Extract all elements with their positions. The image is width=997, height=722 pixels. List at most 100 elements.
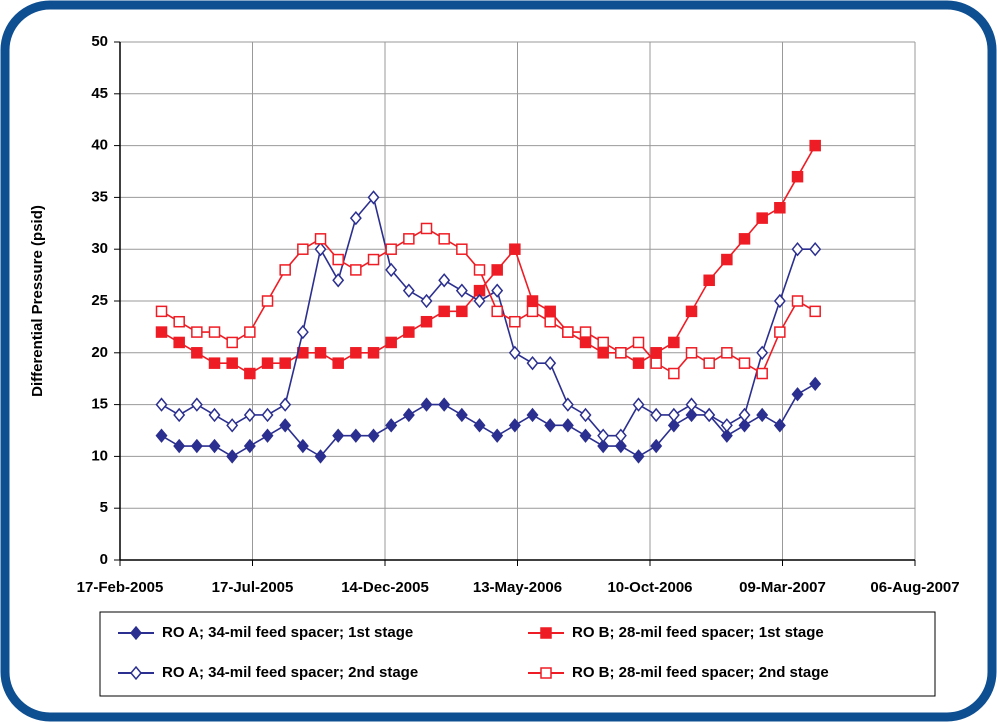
data-point [349, 210, 362, 226]
legend-marker [540, 627, 552, 639]
y-tick-label: 35 [91, 188, 108, 205]
data-point [579, 336, 592, 349]
data-point [349, 428, 362, 443]
y-tick-label: 10 [91, 447, 108, 464]
data-point [190, 438, 203, 454]
data-point [367, 347, 380, 359]
data-point [526, 305, 539, 318]
data-point [314, 347, 327, 359]
data-point [773, 293, 786, 309]
data-point [226, 449, 239, 464]
data-point [562, 326, 574, 338]
data-point [668, 367, 680, 380]
data-point [367, 190, 380, 205]
data-point [509, 315, 521, 328]
data-point [208, 326, 221, 338]
data-point [155, 305, 168, 318]
data-point [667, 407, 680, 423]
data-point [526, 295, 539, 307]
data-point [756, 345, 769, 360]
data-point [561, 418, 574, 433]
y-tick-label: 15 [91, 396, 108, 413]
data-point [544, 355, 557, 371]
data-point [332, 253, 344, 266]
data-point [244, 326, 256, 338]
data-point [296, 324, 309, 340]
data-point [456, 243, 468, 255]
legend-marker [540, 667, 552, 679]
data-point [403, 233, 415, 245]
data-point [632, 397, 645, 412]
data-point [226, 357, 238, 369]
data-point [650, 407, 663, 423]
data-point [561, 397, 574, 412]
x-tick-label: 17-Jul-2005 [212, 579, 294, 596]
x-tick-label: 13-May-2006 [473, 579, 562, 596]
data-point [738, 407, 751, 423]
data-point [226, 418, 239, 433]
data-point [190, 397, 203, 412]
data-point [420, 293, 433, 309]
data-point [243, 407, 256, 423]
data-point [526, 407, 539, 423]
data-point [703, 407, 716, 423]
data-point [614, 428, 627, 443]
data-point [508, 345, 521, 360]
data-point [279, 357, 291, 369]
y-tick-label: 30 [91, 240, 108, 257]
data-point [226, 336, 238, 349]
data-point [455, 407, 468, 423]
data-point [385, 243, 397, 255]
data-point [738, 357, 751, 369]
data-point [279, 397, 292, 412]
y-tick-label: 20 [91, 344, 108, 361]
data-point [279, 264, 291, 276]
legend-label: RO B; 28-mil feed spacer; 2nd stage [572, 664, 829, 681]
data-point [173, 315, 185, 328]
data-point [632, 449, 645, 464]
data-point [597, 438, 610, 454]
data-point [173, 336, 185, 349]
data-point [597, 336, 609, 349]
data-point [420, 315, 433, 328]
y-tick-label: 0 [100, 551, 108, 568]
x-tick-label: 06-Aug-2007 [870, 579, 959, 596]
data-point [208, 357, 221, 369]
data-point [261, 295, 274, 307]
data-point [403, 326, 415, 338]
data-point [667, 418, 680, 433]
data-point [244, 367, 256, 380]
data-point [526, 355, 539, 371]
data-point [296, 438, 309, 454]
data-point [579, 428, 592, 443]
data-point [615, 347, 627, 359]
data-point [208, 438, 221, 454]
data-point [703, 357, 715, 369]
data-point [632, 336, 645, 349]
data-point [614, 438, 627, 454]
data-point [332, 357, 344, 369]
data-point [685, 397, 698, 412]
data-point [314, 449, 327, 464]
y-tick-label: 45 [91, 85, 108, 102]
data-point [491, 264, 503, 276]
data-point [473, 293, 486, 309]
y-axis-label: Differential Pressure (psid) [29, 205, 46, 397]
data-point [297, 243, 309, 255]
data-point [261, 428, 274, 443]
data-point [738, 418, 751, 433]
data-point [155, 326, 168, 338]
data-point [544, 315, 556, 328]
data-point [173, 438, 186, 454]
data-point [685, 407, 698, 423]
legend-label: RO A; 34-mil feed spacer; 2nd stage [162, 664, 418, 681]
data-point [385, 336, 397, 349]
data-point [491, 283, 504, 298]
data-point [385, 418, 398, 433]
data-point [756, 367, 768, 380]
legend-marker [130, 665, 142, 681]
data-point [738, 233, 751, 245]
data-point [809, 139, 821, 152]
